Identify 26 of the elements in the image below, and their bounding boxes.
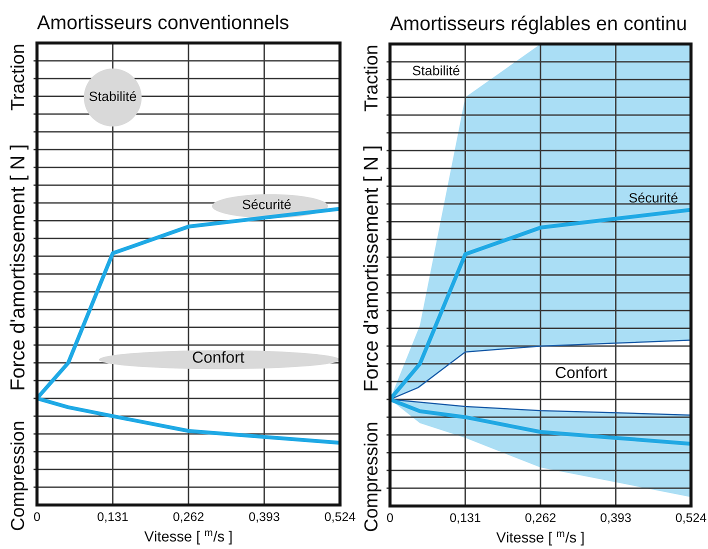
x-tick-label: 0: [387, 513, 393, 522]
annotation: Confort: [192, 351, 244, 363]
text: Stabilité: [89, 91, 136, 102]
x-tick-label: 0,131: [450, 513, 480, 524]
text: Stabilité: [412, 65, 460, 76]
chart-title: Amortisseurs conventionnels: [37, 14, 288, 30]
x-tick-label: 0,262: [173, 512, 204, 523]
text: Traction: [364, 46, 378, 112]
chart-title: Amortisseurs réglables en continu: [390, 16, 686, 34]
text: Compression: [364, 422, 382, 532]
x-tick-label: 0: [34, 512, 40, 522]
annotation: Confort: [556, 366, 608, 378]
text: Compression: [10, 422, 28, 530]
y-axis-title: Force d'amortissement [ N ]: [363, 146, 382, 390]
x-tick-label: 0,524: [324, 512, 356, 523]
annotation: Sécurité: [242, 199, 291, 210]
x-axis-title: Vitesse [ $^{m}$/s ]: [144, 530, 232, 544]
x-axis-title: Vitesse [ $^{m}$/s ]: [496, 532, 584, 546]
y-axis-title: Force d'amortissement [ N ]: [10, 146, 29, 390]
x-tick-label: 0,524: [676, 513, 706, 524]
x-tick-label: 0,262: [525, 513, 556, 524]
x-tick-label: 0,393: [600, 513, 631, 524]
text: Traction: [10, 44, 24, 110]
text: Sécurité: [629, 192, 678, 203]
x-tick-label: 0,131: [98, 512, 128, 523]
x-tick-label: 0,393: [249, 512, 280, 523]
